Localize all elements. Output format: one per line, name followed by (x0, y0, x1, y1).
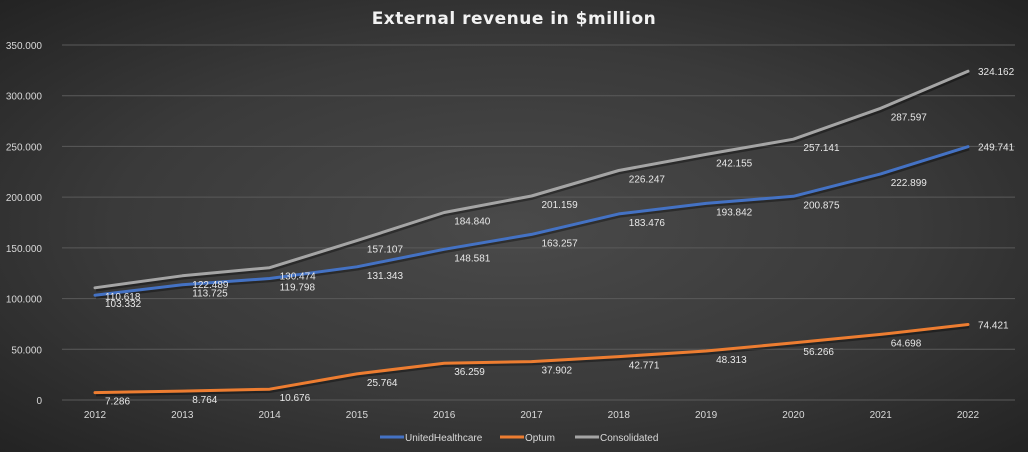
data-label: 257.141 (803, 143, 840, 154)
data-label: 103.332 (105, 299, 142, 310)
data-label: 201.159 (542, 200, 579, 211)
data-label: 8.764 (192, 395, 217, 406)
data-label: 242.155 (716, 158, 753, 169)
y-axis: 0 50.000 100.000 150.000 200.000 250.000 300.0… (6, 41, 43, 407)
data-label: 287.597 (891, 112, 928, 123)
data-label: 200.875 (803, 200, 840, 211)
data-label: 64.698 (891, 338, 922, 349)
x-tick-label: 2013 (171, 410, 194, 421)
x-tick-label: 2018 (608, 410, 631, 421)
series-line-consolidated (93, 69, 970, 290)
data-label: 10.676 (280, 393, 311, 404)
y-tick-label: 300.000 (6, 92, 43, 103)
y-tick-label: 150.000 (6, 244, 43, 255)
legend-entry: Optum (525, 433, 555, 444)
series-lines (93, 69, 970, 397)
data-label: 324.162 (978, 67, 1015, 78)
gridlines (62, 44, 1015, 401)
y-tick-label: 350.000 (6, 41, 43, 52)
data-label: 119.798 (280, 282, 316, 293)
data-label: 36.259 (454, 367, 485, 378)
data-label: 131.343 (367, 271, 404, 282)
y-tick-label: 0 (36, 396, 42, 407)
chart-title: External revenue in $million (372, 9, 657, 29)
legend: UnitedHealthcare Optum Consolidated (380, 433, 658, 444)
data-label: 110.618 (105, 292, 141, 303)
x-tick-label: 2021 (870, 410, 893, 421)
x-tick-label: 2020 (782, 410, 805, 421)
x-tick-label: 2014 (258, 410, 281, 421)
data-label: 148.581 (454, 253, 491, 264)
data-label: 184.840 (454, 217, 491, 228)
y-tick-label: 100.000 (6, 295, 43, 306)
x-tick-label: 2022 (957, 410, 980, 421)
data-label: 130.474 (280, 272, 317, 283)
series-shadow-unitedhealthcare (95, 147, 970, 299)
data-label: 56.266 (803, 347, 834, 358)
x-tick-label: 2017 (520, 410, 543, 421)
legend-entry: Consolidated (600, 433, 658, 444)
data-label: 48.313 (716, 355, 747, 366)
y-tick-label: 250.000 (6, 142, 43, 153)
x-tick-label: 2016 (433, 410, 456, 421)
data-label: 7.286 (105, 397, 130, 408)
series-line-unitedhealthcare (93, 145, 970, 297)
data-labels: 103.332 113.725 119.798 131.343 148.581 163.2… (105, 67, 1015, 407)
y-tick-label: 50.000 (11, 345, 42, 356)
series-line-optum (93, 323, 970, 395)
x-tick-label: 2019 (695, 410, 718, 421)
data-label: 113.725 (192, 289, 228, 300)
data-label: 193.842 (716, 207, 753, 218)
x-tick-label: 2015 (346, 410, 369, 421)
legend-entry: UnitedHealthcare (405, 433, 483, 444)
x-axis: 2012 2013 2014 2015 2016 2017 2018 2019 2020 2021… (84, 410, 980, 421)
data-label: 222.899 (891, 178, 928, 189)
data-label: 42.771 (629, 361, 660, 372)
y-tick-label: 200.000 (6, 193, 43, 204)
data-label: 25.764 (367, 378, 398, 389)
data-label: 74.421 (978, 321, 1009, 332)
data-label: 163.257 (542, 238, 579, 249)
series-shadow-consolidated (95, 71, 970, 292)
data-label: 226.247 (629, 175, 666, 186)
x-tick-label: 2012 (84, 410, 107, 421)
data-label: 249.741 (978, 143, 1015, 154)
data-label: 122.489 (192, 280, 229, 291)
data-label: 37.902 (542, 366, 573, 377)
data-label: 183.476 (629, 218, 666, 229)
data-label: 157.107 (367, 245, 404, 256)
series-shadow-optum (95, 324, 970, 397)
